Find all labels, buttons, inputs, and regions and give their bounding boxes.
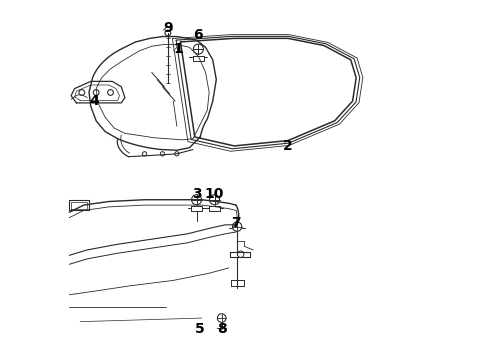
Text: 5: 5 bbox=[196, 322, 205, 336]
Text: 6: 6 bbox=[194, 28, 203, 42]
Text: 8: 8 bbox=[217, 322, 226, 336]
Text: 7: 7 bbox=[231, 216, 241, 230]
Text: 9: 9 bbox=[163, 21, 172, 35]
Text: 2: 2 bbox=[283, 139, 293, 153]
Text: 10: 10 bbox=[205, 187, 224, 201]
Text: 3: 3 bbox=[192, 187, 201, 201]
Text: 4: 4 bbox=[90, 94, 99, 108]
Text: 1: 1 bbox=[174, 42, 184, 56]
